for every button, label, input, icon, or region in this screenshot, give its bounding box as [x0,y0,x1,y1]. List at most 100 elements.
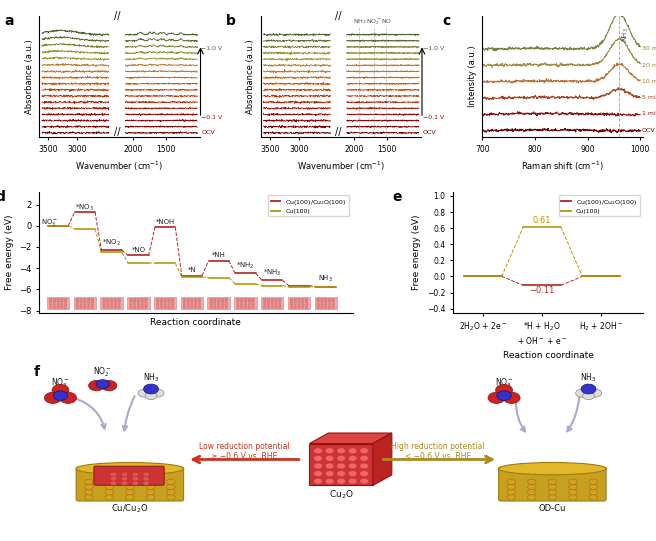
Circle shape [56,306,60,307]
Circle shape [267,302,270,304]
Circle shape [83,299,87,300]
Circle shape [321,301,323,302]
Circle shape [129,308,133,309]
Text: c: c [442,14,451,28]
Circle shape [146,484,155,490]
Circle shape [348,463,357,469]
Circle shape [290,304,293,305]
Circle shape [360,456,369,461]
Circle shape [298,304,300,305]
Circle shape [589,484,598,490]
Bar [314,297,337,309]
Circle shape [221,299,224,300]
Circle shape [278,304,281,305]
Circle shape [60,308,64,309]
Circle shape [236,301,239,302]
Text: −1.0 V: −1.0 V [422,47,444,51]
Text: −1.0 V: −1.0 V [201,47,222,51]
Circle shape [271,308,274,309]
Text: NO$_2^-$: NO$_2^-$ [366,17,382,27]
Circle shape [146,494,155,500]
Circle shape [102,306,106,307]
Circle shape [278,301,281,302]
Circle shape [267,299,270,300]
Circle shape [187,302,190,304]
Circle shape [527,494,536,500]
Circle shape [213,301,216,302]
Circle shape [183,302,186,304]
Circle shape [129,298,133,299]
Circle shape [527,490,536,495]
Circle shape [332,298,335,299]
Circle shape [290,301,293,302]
Circle shape [248,306,251,307]
Circle shape [160,301,163,302]
Text: High reduction potential: High reduction potential [391,443,484,452]
Circle shape [217,299,220,300]
Circle shape [87,304,90,305]
Circle shape [271,306,274,307]
Circle shape [314,448,322,453]
Text: NO$_3^-$: NO$_3^-$ [495,377,514,390]
Circle shape [301,298,304,299]
Circle shape [497,391,511,400]
Text: Cu$_2$O: Cu$_2$O [329,489,354,501]
Circle shape [160,308,163,309]
Circle shape [85,494,93,500]
Circle shape [244,298,247,299]
Circle shape [102,304,106,305]
Circle shape [190,306,194,307]
Circle shape [194,304,197,305]
Circle shape [301,302,304,304]
Bar [127,297,150,309]
Circle shape [76,301,79,302]
Circle shape [210,301,213,302]
Circle shape [91,299,94,300]
Circle shape [76,299,79,300]
Circle shape [198,299,201,300]
Circle shape [317,308,319,309]
Circle shape [198,298,201,299]
Circle shape [217,302,220,304]
Circle shape [210,304,213,305]
Circle shape [106,302,110,304]
Circle shape [328,301,331,302]
Circle shape [217,298,220,299]
Text: OCV: OCV [422,130,436,135]
Circle shape [225,306,228,307]
Circle shape [263,298,266,299]
Circle shape [274,301,277,302]
Circle shape [53,299,56,300]
Circle shape [167,479,175,485]
Circle shape [236,308,239,309]
Text: 30 min: 30 min [642,47,656,51]
Circle shape [240,302,243,304]
Circle shape [274,308,277,309]
Circle shape [210,298,213,299]
Circle shape [110,308,113,309]
Circle shape [263,301,266,302]
Circle shape [156,308,159,309]
Circle shape [294,304,297,305]
Circle shape [267,298,270,299]
Circle shape [76,306,79,307]
Circle shape [133,302,136,304]
Circle shape [144,301,148,302]
Circle shape [114,306,117,307]
Circle shape [278,302,281,304]
Circle shape [171,306,174,307]
Circle shape [64,306,67,307]
Circle shape [49,308,52,309]
Circle shape [121,472,128,477]
Circle shape [569,490,577,495]
Text: −0.11: −0.11 [529,286,555,294]
FancyBboxPatch shape [76,467,184,501]
Circle shape [321,302,323,304]
Circle shape [60,306,64,307]
Circle shape [143,481,150,485]
Circle shape [126,479,134,485]
X-axis label: Reaction coordinate: Reaction coordinate [150,318,241,327]
Circle shape [167,299,171,300]
Circle shape [53,304,56,305]
Circle shape [156,301,159,302]
